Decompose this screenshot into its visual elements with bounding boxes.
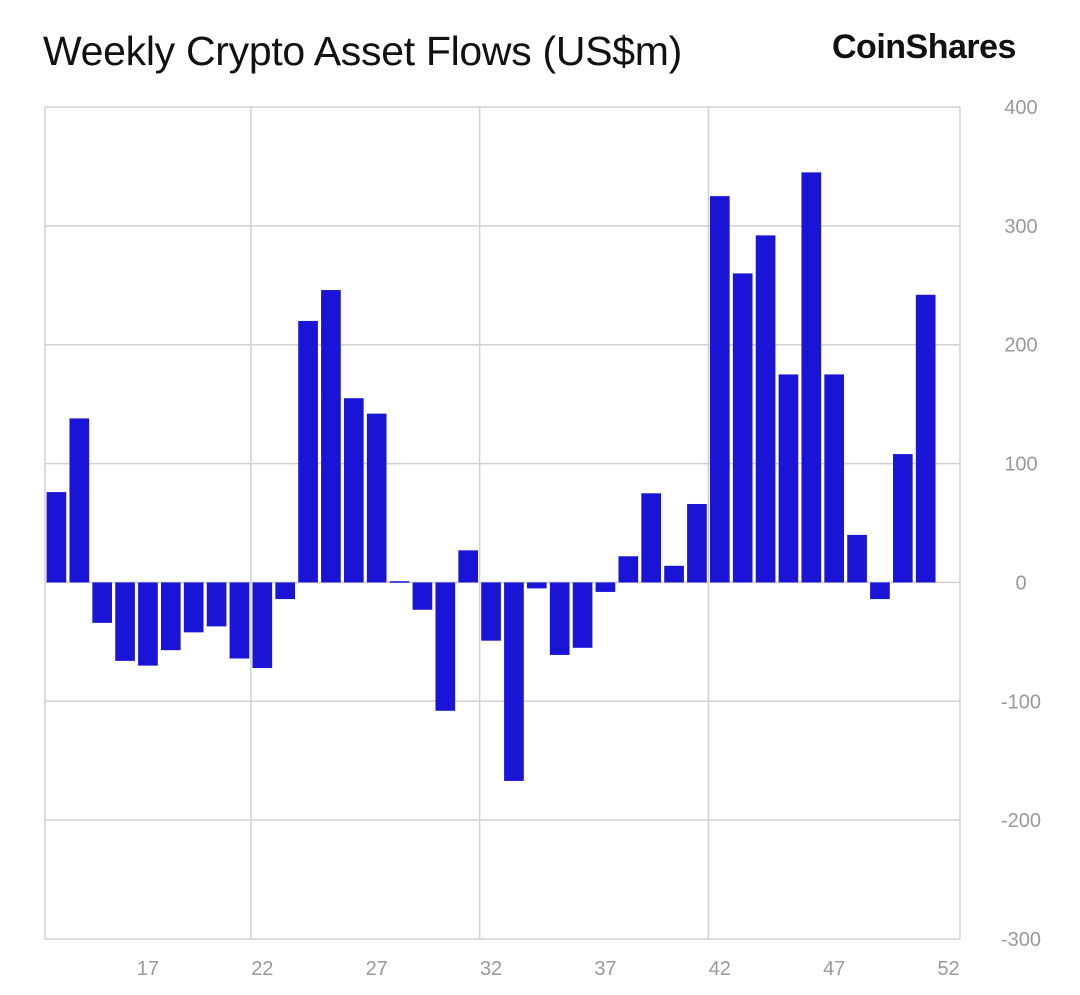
- y-tick-label: 400: [1004, 97, 1037, 119]
- y-tick-label: -200: [1001, 810, 1041, 832]
- x-tick-label: 47: [823, 958, 845, 980]
- bar-week-15: [92, 582, 113, 623]
- bars: [46, 172, 936, 781]
- grid-lines: [44, 106, 960, 940]
- y-tick-label: 0: [1015, 572, 1026, 594]
- bar-week-21: [229, 582, 250, 659]
- x-tick-label: 32: [480, 958, 502, 980]
- bar-week-45: [778, 374, 799, 583]
- bar-week-36: [572, 582, 593, 648]
- bar-week-38: [618, 556, 639, 583]
- x-tick-label: 37: [594, 958, 616, 980]
- bar-week-42: [709, 196, 730, 583]
- bar-week-50: [892, 454, 913, 583]
- bar-week-37: [595, 582, 616, 592]
- bar-week-35: [549, 582, 570, 655]
- bar-week-28: [389, 581, 410, 583]
- bar-week-29: [412, 582, 433, 610]
- bar-week-22: [252, 582, 273, 669]
- bar-week-51: [915, 294, 936, 583]
- x-tick-label: 52: [937, 958, 959, 980]
- y-tick-label: -300: [1001, 929, 1041, 951]
- x-tick-label: 42: [709, 958, 731, 980]
- bar-week-14: [69, 418, 90, 583]
- bar-week-44: [755, 235, 776, 583]
- bar-week-17: [138, 582, 158, 666]
- bar-week-16: [115, 582, 135, 661]
- bar-week-47: [824, 374, 845, 583]
- chart-title: Weekly Crypto Asset Flows (US$m): [43, 28, 682, 74]
- bar-week-41: [687, 503, 707, 583]
- bar-week-34: [526, 582, 547, 589]
- bar-week-25: [321, 290, 341, 583]
- bar-week-40: [664, 565, 684, 583]
- y-tick-labels: 400 300 200 100 0 -100 -200 -300: [1001, 97, 1041, 951]
- coinshares-logo: CoinShares: [832, 28, 1016, 66]
- bar-week-24: [298, 320, 318, 583]
- bar-week-30: [435, 582, 456, 711]
- y-tick-label: 100: [1004, 454, 1037, 476]
- bar-week-39: [641, 493, 662, 583]
- y-tick-label: 200: [1004, 335, 1037, 357]
- bar-week-31: [458, 550, 479, 583]
- x-tick-labels: 17 22 27 32 37 42 47 52: [137, 958, 960, 980]
- bar-week-43: [732, 273, 753, 583]
- bar-week-20: [206, 582, 227, 627]
- bar-week-19: [183, 582, 204, 633]
- y-tick-label: -100: [1001, 691, 1041, 713]
- x-tick-label: 17: [137, 958, 159, 980]
- x-tick-label: 27: [366, 958, 388, 980]
- bar-week-49: [870, 582, 890, 600]
- bar-week-48: [847, 534, 867, 583]
- bar-week-18: [160, 582, 181, 651]
- bar-week-46: [801, 172, 822, 583]
- bar-week-23: [275, 582, 296, 600]
- bar-week-27: [366, 413, 387, 583]
- bar-week-32: [481, 582, 501, 641]
- x-tick-label: 22: [251, 958, 273, 980]
- bar-week-13: [46, 492, 67, 583]
- bar-week-26: [343, 398, 364, 583]
- bar-week-33: [504, 582, 524, 781]
- y-tick-label: 300: [1004, 216, 1037, 238]
